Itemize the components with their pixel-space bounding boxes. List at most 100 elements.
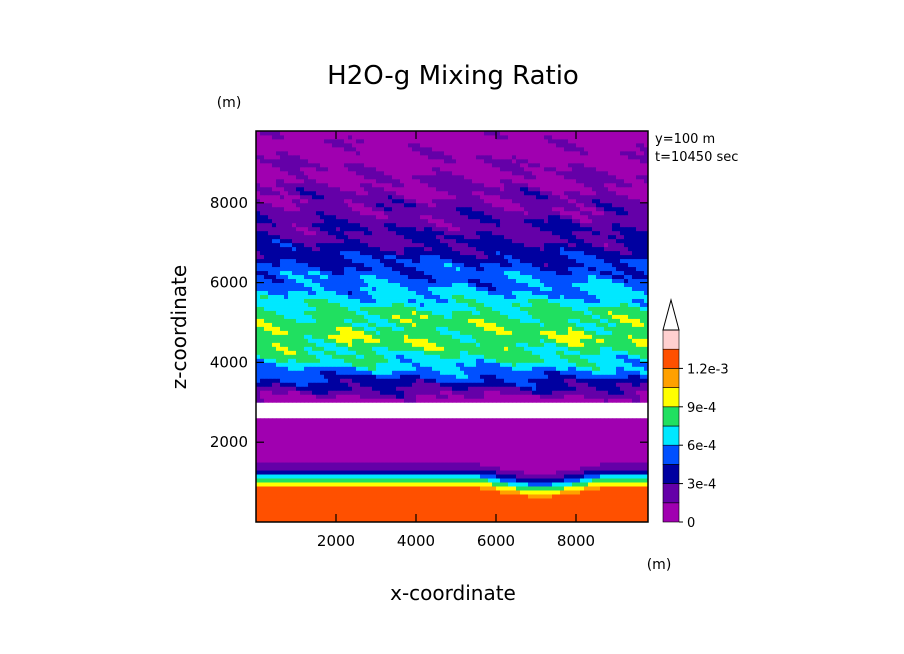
contour-cell (384, 378, 389, 383)
contour-cell (464, 314, 469, 319)
contour-cell (488, 506, 493, 511)
contour-cell (336, 490, 341, 495)
contour-cell (492, 302, 497, 307)
contour-cell (276, 318, 281, 323)
contour-cell (412, 418, 417, 423)
contour-cell (612, 354, 617, 359)
contour-cell (472, 514, 477, 519)
contour-cell (268, 502, 273, 507)
contour-cell (504, 326, 509, 331)
contour-cell (420, 458, 425, 463)
contour-cell (416, 446, 421, 451)
contour-cell (348, 482, 353, 487)
contour-cell (364, 490, 369, 495)
contour-cell (396, 342, 401, 347)
contour-cell (284, 450, 289, 455)
contour-cell (496, 430, 501, 435)
contour-cell (600, 442, 605, 447)
contour-cell (296, 498, 301, 503)
contour-cell (440, 438, 445, 443)
contour-cell (272, 358, 277, 363)
contour-cell (480, 510, 485, 515)
contour-cell (448, 306, 453, 311)
contour-cell (504, 306, 509, 311)
contour-cell (468, 466, 473, 471)
contour-cell (440, 490, 445, 495)
contour-cell (440, 442, 445, 447)
contour-cell (480, 326, 485, 331)
contour-cell (432, 306, 437, 311)
contour-cell (412, 494, 417, 499)
contour-cell (404, 378, 409, 383)
contour-cell (528, 378, 533, 383)
contour-cell (272, 342, 277, 347)
contour-cell (400, 354, 405, 359)
contour-cell (396, 366, 401, 371)
contour-cell (596, 478, 601, 483)
contour-cell (612, 318, 617, 323)
contour-cell (400, 474, 405, 479)
contour-cell (528, 330, 533, 335)
contour-cell (304, 418, 309, 423)
contour-cell (440, 318, 445, 323)
contour-cell (460, 374, 465, 379)
contour-cell (516, 310, 521, 315)
contour-cell (612, 446, 617, 451)
contour-cell (384, 450, 389, 455)
contour-cell (420, 506, 425, 511)
contour-cell (480, 454, 485, 459)
contour-cell (288, 502, 293, 507)
contour-cell (596, 518, 601, 522)
contour-cell (384, 386, 389, 391)
contour-cell (604, 518, 609, 522)
contour-cell (324, 378, 329, 383)
contour-cell (552, 506, 557, 511)
contour-cell (536, 446, 541, 451)
contour-cell (272, 334, 277, 339)
contour-cell (364, 458, 369, 463)
contour-cell (264, 506, 269, 511)
contour-cell (632, 330, 637, 335)
contour-cell (424, 474, 429, 479)
contour-cell (572, 330, 577, 335)
contour-cell (376, 346, 381, 351)
contour-cell (532, 434, 537, 439)
contour-cell (256, 434, 261, 439)
contour-cell (580, 374, 585, 379)
contour-cell (556, 446, 561, 451)
contour-cell (500, 482, 505, 487)
contour-cell (280, 314, 285, 319)
contour-cell (492, 470, 497, 475)
contour-cell (344, 450, 349, 455)
contour-cell (428, 426, 433, 431)
contour-cell (464, 382, 469, 387)
contour-cell (308, 474, 313, 479)
contour-cell (464, 394, 469, 399)
contour-cell (308, 434, 313, 439)
contour-cell (460, 502, 465, 507)
contour-cell (624, 386, 629, 391)
contour-cell (356, 326, 361, 331)
contour-cell (332, 422, 337, 427)
contour-cell (552, 422, 557, 427)
contour-cell (376, 382, 381, 387)
contour-cell (432, 426, 437, 431)
contour-cell (376, 462, 381, 467)
contour-cell (572, 370, 577, 375)
contour-cell (436, 386, 441, 391)
contour-cell (464, 494, 469, 499)
contour-cell (456, 514, 461, 519)
contour-cell (460, 346, 465, 351)
contour-cell (436, 490, 441, 495)
contour-cell (552, 394, 557, 399)
contour-cell (576, 398, 581, 403)
contour-cell (340, 518, 345, 522)
contour-cell (628, 454, 633, 459)
contour-cell (480, 314, 485, 319)
contour-cell (284, 302, 289, 307)
contour-cell (644, 482, 648, 487)
contour-cell (312, 494, 317, 499)
contour-cell (452, 454, 457, 459)
contour-cell (352, 326, 357, 331)
contour-cell (404, 434, 409, 439)
